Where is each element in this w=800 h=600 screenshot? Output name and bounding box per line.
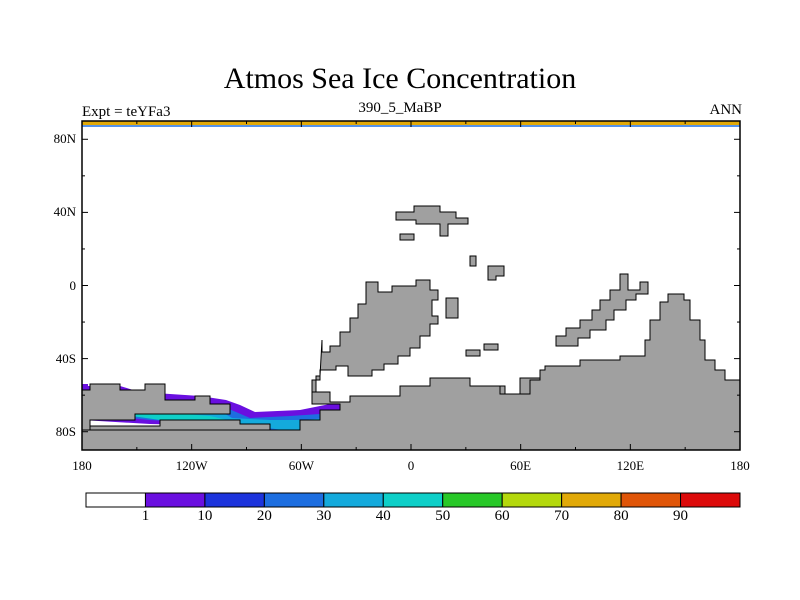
colorbar-label: 30 — [316, 508, 332, 524]
colorbar-label: 20 — [256, 508, 272, 524]
x-tick-label: 120W — [175, 458, 208, 473]
plot-title: Atmos Sea Ice Concentration — [223, 62, 577, 95]
period-label: 390_5_MaBP — [358, 100, 442, 116]
colorbar-swatch — [263, 492, 325, 508]
colorbar-swatch — [561, 492, 622, 508]
colorbar-label: 10 — [197, 508, 213, 524]
colorbar-label: 70 — [554, 508, 570, 524]
colorbar-swatch — [382, 492, 444, 508]
colorbar-label: 50 — [435, 508, 451, 524]
experiment-label: Expt = teYFa3 — [82, 104, 171, 120]
y-tick-label: 80N — [53, 131, 76, 147]
land-patch-8 — [555, 273, 649, 347]
colorbar-label: 1 — [141, 508, 150, 524]
colorbar — [85, 492, 741, 508]
x-tick-label: 120E — [616, 458, 645, 473]
land-patch-5 — [445, 297, 459, 319]
colorbar-label: 80 — [613, 508, 629, 524]
y-tick-label: 40N — [53, 204, 76, 220]
colorbar-swatch — [204, 492, 265, 508]
colorbar-swatch — [442, 492, 503, 508]
colorbar-swatch — [144, 492, 206, 508]
land-patch-7 — [483, 343, 499, 351]
colorbar-label: 60 — [494, 508, 510, 524]
africa-land — [81, 279, 741, 451]
land-patch-2 — [399, 233, 415, 241]
land-patch-1 — [395, 205, 469, 237]
land-patch-3 — [469, 255, 477, 267]
x-tick-label: 0 — [407, 458, 415, 473]
x-tick-label: 60W — [288, 458, 314, 473]
y-tick-label: 40S — [55, 350, 76, 366]
axis-ticks — [81, 121, 741, 450]
colorbar-swatch — [323, 492, 384, 508]
colorbar-label: 40 — [375, 508, 391, 524]
colorbar-swatch — [85, 492, 146, 508]
land-patch-6 — [465, 349, 481, 357]
x-tick-label: 60E — [510, 458, 532, 473]
colorbar-label: 90 — [673, 508, 689, 524]
land-patch-4 — [487, 265, 505, 281]
colorbar-swatch — [620, 492, 682, 508]
season-label: ANN — [709, 102, 743, 118]
map-content — [81, 121, 741, 451]
colorbar-swatch — [501, 492, 563, 508]
y-tick-label: 80S — [55, 423, 76, 439]
colorbar-swatch — [680, 492, 741, 508]
y-tick-label: 0 — [69, 277, 77, 293]
x-tick-label: 180 — [730, 458, 750, 473]
x-tick-label: 180 — [72, 458, 92, 473]
